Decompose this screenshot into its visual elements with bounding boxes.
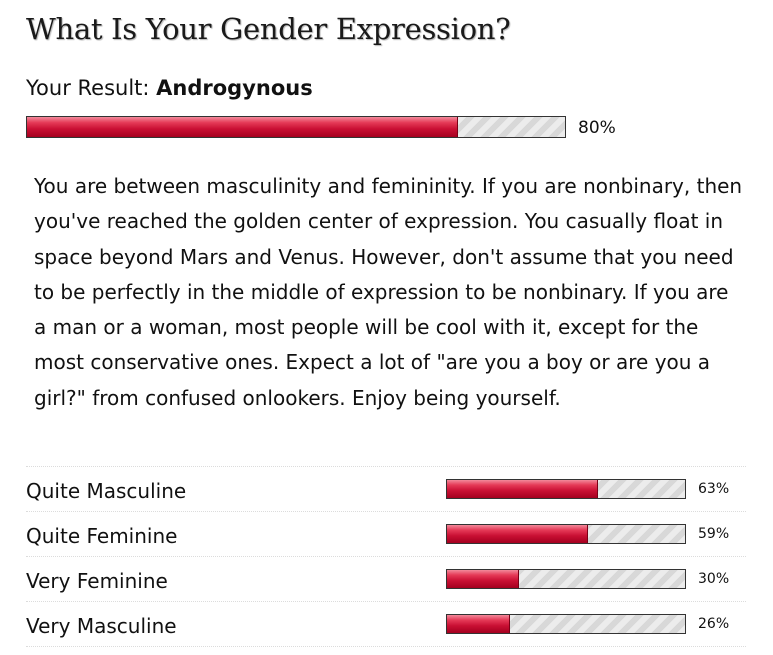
- result-row-fill: [447, 480, 598, 498]
- result-row-label: Very Masculine: [26, 614, 177, 638]
- result-name: Androgynous: [156, 76, 313, 100]
- result-row-label: Quite Feminine: [26, 524, 178, 548]
- result-row-fill: [447, 570, 520, 588]
- result-row-label: Very Feminine: [26, 569, 168, 593]
- result-row-bar: [446, 614, 686, 634]
- result-progress-bar: [26, 116, 566, 138]
- result-row-percent: 26%: [698, 616, 730, 632]
- result-progress-fill: [27, 117, 459, 137]
- result-row-very-masculine: Very Masculine 26%: [26, 602, 746, 647]
- quiz-title: What Is Your Gender Expression?: [26, 12, 511, 46]
- result-row-percent: 59%: [698, 526, 730, 542]
- result-row-bar: [446, 479, 686, 499]
- result-row-very-feminine: Very Feminine 30%: [26, 557, 746, 602]
- other-results-list: Quite Masculine 63% Quite Feminine 59% V…: [26, 466, 746, 647]
- result-row-quite-masculine: Quite Masculine 63%: [26, 467, 746, 512]
- result-heading: Your Result: Androgynous: [26, 76, 313, 100]
- result-description: You are between masculinity and feminini…: [34, 174, 743, 410]
- result-row-bar: [446, 524, 686, 544]
- result-row-percent: 63%: [698, 481, 730, 497]
- result-row-percent: 30%: [698, 571, 730, 587]
- result-row-bar: [446, 569, 686, 589]
- result-row-label: Quite Masculine: [26, 479, 187, 503]
- result-prefix: Your Result:: [26, 76, 150, 100]
- result-row-fill: [447, 615, 510, 633]
- result-row-fill: [447, 525, 589, 543]
- result-percent: 80%: [578, 118, 616, 138]
- result-row-quite-feminine: Quite Feminine 59%: [26, 512, 746, 557]
